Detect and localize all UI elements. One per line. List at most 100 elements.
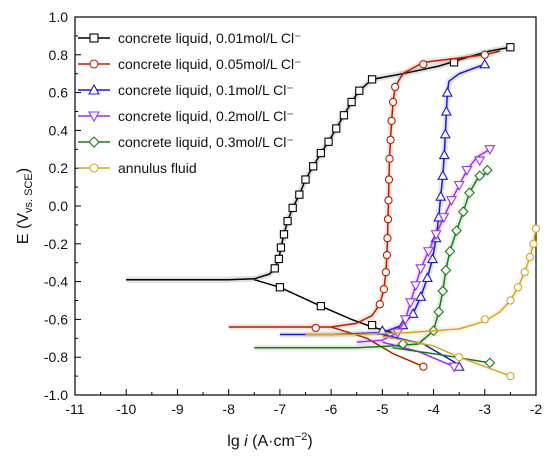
triangle-down-marker	[453, 181, 465, 191]
legend-item-5: concrete liquid, 0.3mol/L Cl⁻	[78, 134, 294, 150]
triangle-up-marker	[88, 83, 100, 95]
y-title-close: )	[15, 168, 32, 173]
diamond-marker	[484, 357, 496, 369]
y-axis-title: E (Vvs. SCE)	[15, 168, 35, 244]
triangle-down-marker	[404, 298, 417, 309]
circle-marker	[506, 296, 515, 305]
y-tick-label: -0.8	[44, 349, 68, 365]
circle-marker	[419, 60, 428, 69]
triangle-up-marker	[435, 190, 447, 201]
series-4	[356, 145, 496, 373]
triangle-down-marker	[438, 213, 450, 224]
x-tick-label: -10	[116, 401, 136, 417]
series-3	[279, 58, 491, 371]
y-tick-label: -0.2	[44, 236, 68, 252]
triangle-up-marker	[438, 149, 450, 160]
y-tick-label: 0.8	[49, 47, 69, 63]
circle-marker	[525, 252, 535, 262]
x-title-unit-exponent: −2	[295, 431, 308, 443]
y-title-paren: (V	[15, 213, 32, 229]
square-marker	[288, 203, 297, 213]
square-marker	[506, 43, 515, 52]
circle-marker	[89, 163, 99, 173]
triangle-up-marker	[479, 58, 491, 69]
square-marker	[316, 148, 326, 158]
triangle-up-marker	[437, 170, 449, 180]
circle-marker	[388, 97, 398, 107]
legend-label: concrete liquid, 0.01mol/L Cl⁻	[118, 30, 302, 46]
square-marker	[316, 302, 326, 311]
triangle-down-marker	[445, 196, 458, 207]
circle-marker	[531, 224, 541, 233]
square-marker	[324, 137, 333, 146]
x-tick-label: -7	[274, 401, 287, 417]
circle-marker	[89, 59, 99, 69]
square-marker	[309, 162, 318, 171]
triangle-up-marker	[440, 105, 452, 116]
x-tick-label: -11	[65, 401, 84, 417]
x-tick-label: -4	[427, 401, 440, 417]
diamond-marker	[437, 285, 449, 297]
square-marker	[295, 190, 304, 199]
square-marker	[279, 230, 289, 239]
diamond-marker	[433, 306, 445, 318]
x-tick-label: -2	[530, 401, 543, 417]
circle-marker	[529, 239, 538, 248]
y-title-main: E	[15, 229, 32, 244]
x-title-unit: (A·cm	[248, 433, 295, 450]
square-marker	[274, 254, 284, 264]
x-tick-label: -9	[171, 401, 184, 417]
triangle-up-marker	[376, 325, 388, 335]
circle-marker	[311, 323, 320, 333]
diamond-marker	[474, 170, 486, 182]
triangle-down-marker	[422, 247, 434, 258]
y-tick-label: 0.2	[49, 160, 69, 176]
triangle-down-marker	[461, 165, 473, 176]
cathodic-branch-line	[392, 347, 491, 364]
y-tick-label: -0.4	[44, 274, 68, 290]
diamond-marker	[397, 338, 409, 350]
series-layer	[126, 43, 541, 381]
square-marker	[89, 33, 99, 43]
y-tick-label: 0.6	[49, 85, 69, 101]
diamond-marker	[440, 264, 452, 276]
legend-item-6: annulus fluid	[78, 160, 197, 176]
circle-marker	[385, 154, 394, 163]
triangle-up-marker	[439, 128, 451, 139]
legend-label: annulus fluid	[118, 160, 197, 176]
x-tick-label: -5	[376, 401, 389, 417]
y-tick-label: 0.0	[49, 198, 69, 214]
series-6	[305, 224, 541, 381]
series-5	[254, 164, 496, 369]
y-tick-label: -0.6	[44, 311, 68, 327]
triangle-down-marker	[448, 362, 460, 373]
triangle-up-marker	[426, 253, 439, 264]
circle-marker	[381, 267, 391, 277]
legend-label: concrete liquid, 0.05mol/L Cl⁻	[118, 56, 302, 72]
circle-marker	[506, 371, 515, 381]
y-tick-label: -1.0	[44, 387, 68, 403]
x-title-prefix: lg	[227, 433, 244, 450]
circle-marker	[383, 215, 393, 224]
triangle-down-marker	[430, 230, 442, 241]
x-axis-title: lg i (A·cm−2)	[227, 431, 312, 450]
circle-marker	[387, 116, 396, 126]
x-tick-label: -3	[479, 401, 492, 417]
diamond-marker	[451, 225, 462, 236]
square-marker	[367, 320, 377, 330]
diamond-marker	[481, 164, 493, 176]
square-marker	[301, 175, 310, 184]
series-2	[228, 48, 501, 371]
circle-marker	[520, 267, 529, 277]
square-marker	[367, 75, 377, 84]
square-marker	[276, 243, 286, 252]
triangle-up-marker	[421, 272, 433, 282]
triangle-down-marker	[474, 156, 486, 167]
y-tick-label: 0.4	[49, 122, 69, 138]
square-marker	[275, 283, 285, 292]
circle-marker	[384, 196, 393, 205]
circle-marker	[383, 233, 392, 243]
triangle-down-marker	[415, 264, 427, 275]
circle-marker	[384, 175, 394, 184]
